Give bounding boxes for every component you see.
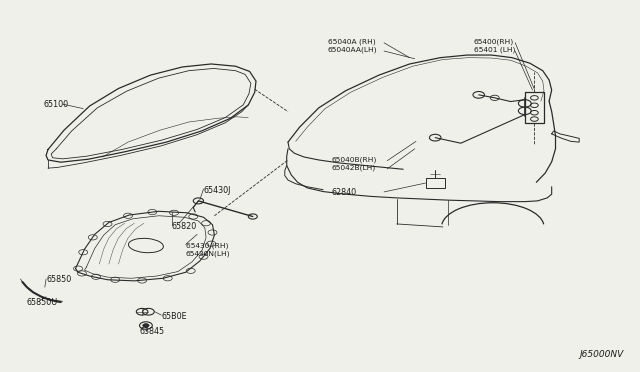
- Text: 65B0E: 65B0E: [161, 312, 187, 321]
- Text: 65850: 65850: [46, 275, 71, 284]
- Text: 65040AA(LH): 65040AA(LH): [328, 46, 378, 53]
- Text: 65100: 65100: [44, 100, 68, 109]
- Circle shape: [143, 324, 149, 327]
- Text: J65000NV: J65000NV: [580, 350, 624, 359]
- Text: 63845: 63845: [140, 327, 164, 336]
- Text: 65042B(LH): 65042B(LH): [332, 165, 376, 171]
- Text: 65401 (LH): 65401 (LH): [474, 46, 515, 53]
- Text: 65430 (RH): 65430 (RH): [186, 242, 228, 249]
- Text: 65850U: 65850U: [27, 298, 58, 307]
- Text: 65400(RH): 65400(RH): [474, 38, 514, 45]
- Text: 65040A (RH): 65040A (RH): [328, 38, 376, 45]
- Text: 65040B(RH): 65040B(RH): [332, 157, 377, 163]
- Text: 62840: 62840: [332, 188, 356, 197]
- Text: 65430N(LH): 65430N(LH): [186, 250, 230, 257]
- Text: 65820: 65820: [172, 222, 196, 231]
- Text: 65430J: 65430J: [204, 186, 231, 195]
